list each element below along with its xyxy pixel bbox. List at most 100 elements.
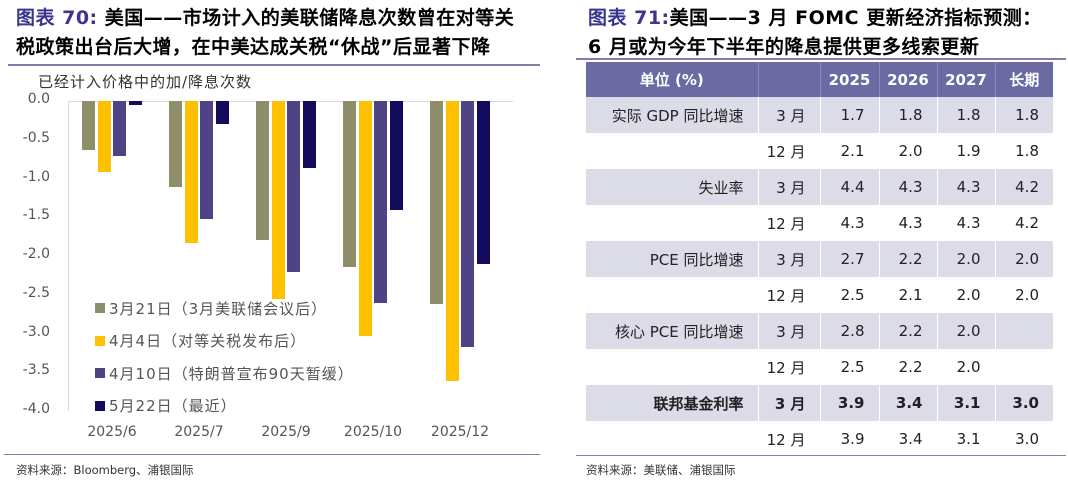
figure-number: 图表 70: <box>16 7 98 29</box>
value-2025: 4.3 <box>820 205 880 241</box>
value-longrun: 2.0 <box>1015 286 1039 304</box>
bar <box>113 101 126 157</box>
value-longrun: 4.2 <box>995 169 1053 205</box>
value-2026: 3.4 <box>879 385 938 421</box>
row-label <box>586 133 759 169</box>
bar <box>271 101 285 299</box>
bar <box>358 101 372 336</box>
bar <box>215 101 229 125</box>
header-longrun: 长期 <box>995 62 1053 97</box>
table-row: 12 月 4.3 4.3 4.3 4.2 <box>586 205 1053 241</box>
value-2025: 4.4 <box>820 169 880 205</box>
legend-swatch <box>95 335 105 346</box>
x-tick-label: 2025/10 <box>343 424 403 440</box>
row-period: 3 月 <box>758 241 821 277</box>
row-label <box>586 277 759 313</box>
row-period: 12 月 <box>758 277 821 313</box>
value-2027: 2.0 <box>937 349 996 385</box>
y-tick-label: 0.0 <box>27 91 50 107</box>
legend-item: 4月4日（对等关税发布后） <box>95 325 354 358</box>
value-longrun: 1.8 <box>995 97 1053 133</box>
x-tick-label: 2025/6 <box>87 424 137 440</box>
table-row: PCE 同比增速 3 月 2.7 2.2 2.0 2.0 <box>586 241 1053 277</box>
value-2026: 4.3 <box>879 169 938 205</box>
value-longrun <box>995 313 1053 349</box>
y-axis-label: 已经计入价格中的加/降息次数 <box>38 73 253 91</box>
bar <box>128 101 142 105</box>
y-tick-label: -2.5 <box>22 284 50 301</box>
row-label <box>586 421 759 457</box>
header-period <box>758 62 821 97</box>
value-2025: 2.7 <box>820 241 880 277</box>
x-tick-label: 2025/7 <box>174 424 224 440</box>
value-2025: 3.9 <box>820 421 880 457</box>
value-2026: 2.2 <box>879 313 938 349</box>
bar <box>343 101 356 267</box>
value-2025: 1.7 <box>820 97 880 133</box>
bar <box>82 101 95 150</box>
value-2025: 2.1 <box>820 133 880 169</box>
footer-divider <box>4 454 540 455</box>
y-tick-label: -1.0 <box>22 168 50 185</box>
value-longrun: 3.0 <box>995 385 1053 421</box>
value-longrun <box>995 349 1053 385</box>
row-label <box>586 349 759 385</box>
header-2027: 2027 <box>937 62 996 97</box>
header-2025: 2025 <box>820 62 880 97</box>
legend-swatch <box>95 400 105 411</box>
row-period: 12 月 <box>758 421 821 457</box>
bar <box>389 101 403 211</box>
row-period: 3 月 <box>758 385 821 421</box>
row-label: PCE 同比增速 <box>586 241 759 277</box>
y-tick-label: -1.5 <box>22 207 50 224</box>
table-row: 12 月 3.9 3.4 3.1 3.0 <box>586 421 1053 457</box>
y-tick-label: -0.5 <box>22 129 50 146</box>
y-tick-label: -2.0 <box>22 246 50 262</box>
row-label: 实际 GDP 同比增速 <box>586 97 759 133</box>
row-period: 3 月 <box>758 313 821 349</box>
y-tick-label: -3.5 <box>22 362 50 379</box>
table-row: 实际 GDP 同比增速 3 月 1.7 1.8 1.8 1.8 <box>586 97 1053 133</box>
footer-divider <box>576 455 1066 456</box>
y-tick-label: -3.0 <box>22 323 50 340</box>
value-2027: 1.8 <box>937 97 996 133</box>
header-2026: 2026 <box>879 62 938 97</box>
legend-item: 3月21日（3月美联储会议后） <box>95 292 354 325</box>
bar <box>461 101 474 347</box>
table-row: 12 月 2.1 2.0 1.9 1.8 <box>586 133 1053 169</box>
y-axis-line <box>68 101 69 411</box>
value-2027: 4.3 <box>937 205 996 241</box>
row-label: 联邦基金利率 <box>586 385 759 421</box>
row-period: 12 月 <box>758 205 821 241</box>
value-2026: 2.2 <box>879 241 938 277</box>
row-label: 核心 PCE 同比增速 <box>586 313 759 349</box>
chart-title: 图表 70: 美国——市场计入的美联储降息次数曾在对等关 税政策出台后大增，在中… <box>16 7 515 58</box>
bar <box>445 101 459 381</box>
value-2027: 3.1 <box>937 385 996 421</box>
legend-swatch <box>95 303 105 314</box>
value-2027: 2.0 <box>937 313 996 349</box>
value-2026: 2.1 <box>879 277 938 313</box>
value-2027: 3.1 <box>937 421 996 457</box>
bar <box>256 101 269 240</box>
bar <box>302 101 316 168</box>
bar <box>200 101 213 219</box>
source-note: 资料来源：美联储、浦银国际 <box>586 463 736 477</box>
title-divider <box>576 58 1066 60</box>
value-2025: 2.5 <box>820 277 880 313</box>
value-2026: 2.2 <box>879 349 938 385</box>
value-2027: 2.0 <box>937 277 996 313</box>
table-row: 失业率 3 月 4.4 4.3 4.3 4.2 <box>586 169 1053 205</box>
figure-number: 图表 71: <box>588 7 670 29</box>
x-tick-label: 2025/9 <box>261 424 311 440</box>
header-unit: 单位 (%) <box>586 62 759 97</box>
legend-item: 5月22日（最近） <box>95 390 354 423</box>
value-2025: 2.5 <box>820 349 880 385</box>
row-period: 12 月 <box>758 349 821 385</box>
title-divider <box>8 64 540 66</box>
table-row: 联邦基金利率 3 月 3.9 3.4 3.1 3.0 <box>586 385 1053 421</box>
value-2027: 4.3 <box>937 169 996 205</box>
value-2026: 2.0 <box>879 133 938 169</box>
value-2025: 2.8 <box>820 313 880 349</box>
